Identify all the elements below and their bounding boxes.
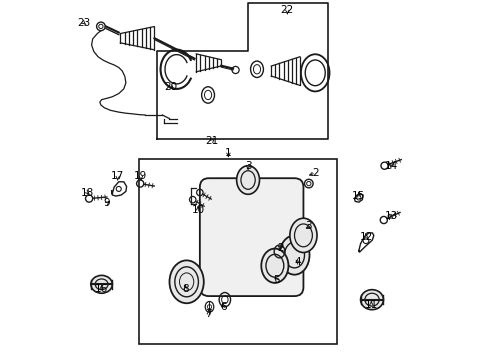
Text: 7: 7 (205, 309, 212, 319)
Text: 2: 2 (312, 168, 319, 178)
Text: 16: 16 (95, 284, 108, 294)
Text: 8: 8 (182, 284, 188, 294)
Text: 9: 9 (103, 198, 110, 208)
Text: 5: 5 (273, 275, 280, 285)
Text: 22: 22 (280, 5, 293, 15)
Text: 15: 15 (351, 191, 365, 201)
Text: 13: 13 (384, 211, 397, 221)
Text: 21: 21 (205, 136, 219, 146)
Text: 18: 18 (81, 188, 94, 198)
Text: 20: 20 (164, 82, 178, 92)
Text: 19: 19 (134, 171, 147, 181)
Text: 4: 4 (294, 257, 301, 267)
Ellipse shape (289, 218, 316, 252)
Ellipse shape (360, 290, 383, 310)
Text: 6: 6 (219, 302, 226, 312)
Ellipse shape (261, 249, 288, 283)
Text: 1: 1 (224, 148, 231, 158)
Text: 23: 23 (77, 18, 90, 28)
Text: 12: 12 (359, 232, 372, 242)
FancyBboxPatch shape (200, 178, 303, 296)
Text: 14: 14 (384, 161, 397, 171)
Text: 3: 3 (244, 161, 251, 171)
Bar (139, 158, 337, 344)
Ellipse shape (279, 235, 309, 275)
Ellipse shape (236, 166, 259, 194)
Text: 2: 2 (276, 243, 283, 253)
Text: 11: 11 (364, 300, 377, 310)
Text: 10: 10 (191, 205, 204, 215)
Text: 17: 17 (111, 171, 124, 181)
Ellipse shape (91, 275, 112, 293)
Ellipse shape (169, 260, 203, 303)
Circle shape (304, 179, 312, 188)
Text: 3: 3 (305, 221, 311, 231)
